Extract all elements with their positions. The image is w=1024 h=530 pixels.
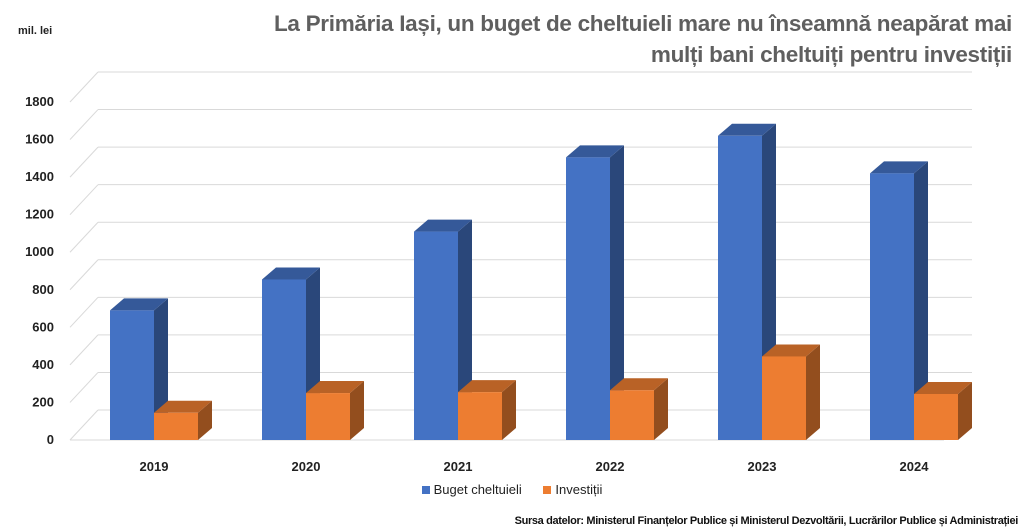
bar-side [806, 344, 820, 440]
bar-front [110, 310, 154, 440]
gridline-depth [69, 109, 99, 140]
bar-front [762, 356, 806, 440]
bar-side [350, 381, 364, 440]
bar-buget-2021 [414, 219, 472, 440]
bar-top [458, 380, 516, 393]
bar-top [414, 219, 472, 232]
gridline-depth [69, 409, 99, 441]
bar-front [458, 392, 502, 440]
bar-side [502, 380, 516, 440]
y-tick-label: 600 [32, 319, 54, 334]
gridline-depth [69, 71, 99, 103]
legend-item-investitii: Investiții [543, 482, 602, 497]
legend: Buget cheltuieli Investiții [0, 482, 1024, 497]
bar-side [914, 161, 928, 440]
bar-top [110, 298, 168, 311]
x-tick-label: 2022 [596, 459, 625, 474]
x-tick-label: 2024 [900, 459, 930, 474]
gridline-depth [69, 146, 99, 178]
bar-front [870, 173, 914, 440]
y-tick-label: 400 [32, 357, 54, 372]
y-tick-label: 1000 [25, 244, 54, 259]
y-tick-label: 1800 [25, 94, 54, 109]
y-tick-label: 800 [32, 282, 54, 297]
y-tick-label: 200 [32, 394, 54, 409]
bar-top [914, 381, 972, 394]
x-tick-label: 2020 [292, 459, 321, 474]
y-tick-label: 1400 [25, 169, 54, 184]
y-tick-label: 0 [47, 432, 54, 447]
bar-top [610, 378, 668, 391]
bar-top [306, 381, 364, 394]
x-tick-label: 2019 [140, 459, 169, 474]
legend-item-buget: Buget cheltuieli [421, 482, 522, 497]
data-source-note: Sursa datelor: Ministerul Finanțelor Pub… [514, 515, 1019, 527]
gridlines [69, 71, 972, 441]
bar-side [198, 400, 212, 440]
y-tick-label: 1600 [25, 132, 54, 147]
bar-front [566, 157, 610, 440]
bar-front [414, 231, 458, 440]
x-tick-label: 2021 [444, 459, 473, 474]
bar-investitii-2020 [306, 381, 364, 440]
bar-side [610, 145, 624, 440]
bar-buget-2022 [566, 145, 624, 440]
bar-side [958, 381, 972, 440]
bar-front [610, 390, 654, 440]
bar-investitii-2019 [154, 400, 212, 440]
bar-top [718, 123, 776, 136]
gridline-depth [69, 372, 99, 403]
gridline-depth [69, 334, 99, 366]
gridline-depth [69, 221, 99, 253]
bar-side [654, 378, 668, 440]
bar-front [262, 279, 306, 440]
legend-label-buget: Buget cheltuieli [433, 482, 522, 497]
bar-investitii-2022 [610, 378, 668, 440]
legend-label-investitii: Investiții [555, 482, 603, 497]
bar-buget-2024 [870, 161, 928, 440]
bar-investitii-2023 [762, 344, 820, 440]
bar-front [306, 393, 350, 440]
legend-swatch-buget [421, 486, 430, 494]
bar-top [566, 145, 624, 158]
bar-top [262, 267, 320, 280]
gridline-depth [69, 184, 99, 216]
bar-investitii-2021 [458, 380, 516, 440]
bar-front [914, 393, 958, 440]
y-tick-label: 1200 [25, 207, 54, 222]
bar-top [762, 344, 820, 357]
bar-front [718, 135, 762, 441]
bar-top [870, 161, 928, 174]
bar-investitii-2024 [914, 381, 972, 440]
bars [110, 123, 972, 441]
chart-title: La Primăria Iași, un buget de cheltuieli… [273, 11, 1012, 67]
gridline-depth [69, 296, 99, 328]
x-tick-label: 2023 [748, 459, 777, 474]
y-axis-unit-label: mil. lei [18, 25, 53, 37]
bar-top [154, 400, 212, 413]
bar-front [154, 412, 198, 440]
gridline-depth [69, 259, 99, 291]
legend-swatch-investitii [543, 486, 552, 494]
